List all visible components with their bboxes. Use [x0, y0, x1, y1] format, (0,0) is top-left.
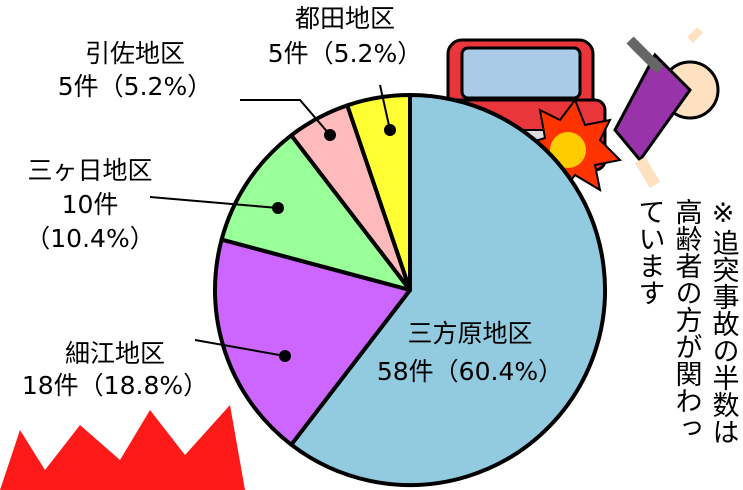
person-illustration: [615, 30, 718, 185]
value-label: 58件（60.4%）: [377, 357, 563, 386]
slice-label: 三ヶ日地区: [27, 156, 152, 185]
slice-label: 三方原地区: [407, 319, 532, 348]
value-label: （10.4%）: [25, 224, 154, 253]
value-label: 5件（5.2%）: [268, 39, 422, 68]
burst-decoration: [0, 405, 245, 490]
chart: ※追突事故の半数は 高齢者の方が関わっ ています 三方原地区 58件（60.4%）…: [0, 0, 743, 490]
annotation: 高齢者の方が関わっ: [671, 198, 703, 441]
value-label: 5件（5.2%）: [58, 72, 212, 101]
leader-dot: [324, 129, 336, 141]
annotation: ています: [634, 198, 665, 306]
value-label: 18件（18.8%）: [22, 371, 208, 400]
leader-dot: [279, 350, 291, 362]
slice-label: 引佐地区: [85, 39, 185, 68]
slice-label: 都田地区: [295, 4, 395, 33]
value-label: 10件: [62, 190, 119, 219]
leader-dot: [384, 124, 396, 136]
leader-dot: [272, 202, 284, 214]
slice-label: 細江地区: [65, 339, 165, 368]
annotation: ※追突事故の半数は: [708, 198, 739, 445]
